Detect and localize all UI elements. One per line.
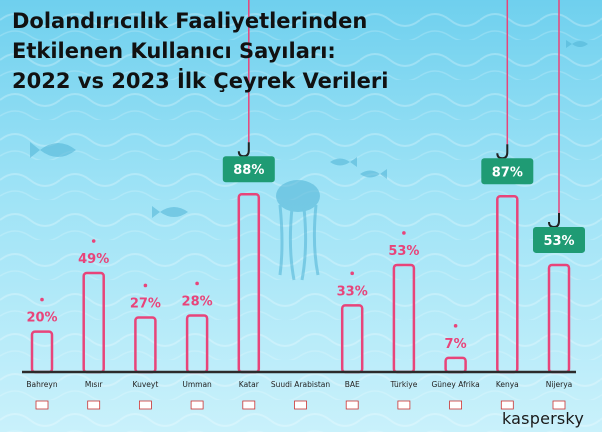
fish-icon (360, 169, 387, 179)
data-label: 33% (337, 284, 368, 299)
flag-icon (552, 400, 566, 410)
hook-icon (237, 142, 250, 158)
badges-group: 88% 87% 53% (222, 156, 585, 253)
flag-icon (397, 400, 411, 410)
flag-icon (294, 400, 307, 410)
data-label: 53% (543, 234, 574, 249)
x-tick-label: Katar (239, 380, 260, 389)
title-line: 2022 vs 2023 İlk Çeyrek Verileri (12, 69, 389, 93)
label-dot (91, 239, 96, 243)
x-tick-label: Güney Afrika (431, 380, 479, 389)
x-tick-label: Türkiye (389, 380, 417, 389)
flag-icon (345, 400, 359, 410)
x-tick-labels: Bahreyn Mısır Kuveyt Umman Katar Suudi Arabis… (26, 380, 572, 389)
flag-icon (242, 400, 256, 410)
flag-icon (449, 400, 463, 410)
flag-icon (500, 400, 514, 410)
data-label: 87% (492, 165, 523, 180)
label-dot (143, 283, 148, 288)
label-dot (350, 271, 355, 276)
x-tick-label: Nijerya (546, 380, 573, 389)
fish-icon (566, 40, 588, 48)
label-dot (195, 281, 199, 286)
value-badge (533, 226, 585, 253)
x-tick-label: Suudi Arabistan (271, 380, 331, 389)
value-badge (222, 156, 275, 183)
label-dot (40, 297, 44, 302)
underwater-decorations (30, 40, 588, 281)
x-tick-label: Kuveyt (133, 380, 159, 389)
flags-group (35, 400, 566, 410)
value-labels-group: 20% 49% 27% 28% 33% 53% 7% (26, 231, 467, 352)
x-tick-label: Umman (182, 380, 212, 389)
fish-icon (330, 157, 357, 167)
flag-icon (35, 400, 49, 410)
fish-icon (152, 206, 188, 218)
title-line: Dolandırıcılık Faaliyetlerinden (12, 9, 368, 33)
flag-icon (87, 400, 101, 410)
data-label: 49% (78, 252, 109, 267)
x-tick-label: Bahreyn (26, 380, 57, 389)
flag-icon (138, 400, 152, 410)
chart-title: Dolandırıcılık Faaliyetlerinden Etkilene… (12, 6, 388, 96)
jellyfish-icon (276, 180, 320, 212)
x-tick-label: Mısır (85, 380, 104, 389)
title-line: Etkilenen Kullanıcı Sayıları: (12, 39, 336, 63)
flag-icon (190, 400, 204, 410)
data-label: 53% (388, 244, 419, 259)
fish-icon (30, 142, 76, 158)
label-dot (453, 324, 458, 328)
x-tick-label: Kenya (496, 380, 519, 389)
data-label: 28% (182, 294, 213, 309)
value-badge (481, 158, 534, 185)
data-label: 27% (130, 296, 161, 311)
data-label: 20% (26, 311, 57, 326)
x-tick-label: BAE (345, 380, 360, 389)
label-dot (402, 231, 406, 235)
data-label: 7% (445, 337, 467, 352)
kaspersky-logo: kaspersky (501, 409, 584, 428)
data-label: 88% (233, 163, 264, 178)
